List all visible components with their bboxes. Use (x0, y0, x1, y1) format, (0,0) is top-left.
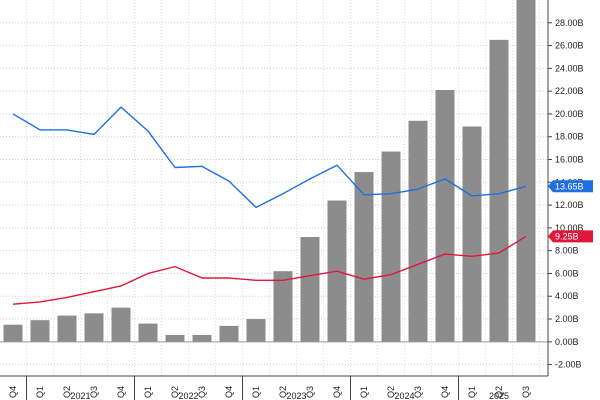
x-tick-label: Q1 (251, 386, 261, 398)
bar (165, 334, 185, 342)
year-label: 2024 (394, 391, 414, 400)
bar (138, 323, 158, 342)
badge-label: 9.25B (555, 231, 579, 241)
x-tick-label: Q4 (116, 386, 126, 398)
bar (111, 307, 131, 342)
y-tick-label: 22.00B (555, 86, 584, 96)
bar (354, 172, 374, 342)
badge-label: 13.65B (555, 181, 584, 191)
bar (408, 120, 428, 342)
axes (0, 0, 552, 400)
bar (84, 313, 104, 342)
bar (435, 90, 455, 342)
x-tick-label: Q1 (35, 386, 45, 398)
x-tick-label: Q1 (359, 386, 369, 398)
y-tick-label: 28.00B (555, 18, 584, 28)
y-tick-label: 8.00B (555, 246, 579, 256)
last-value-badges: 13.65B 9.25B (548, 180, 593, 243)
x-tick-label: Q2 (62, 386, 72, 398)
y-tick-label: 0.00B (555, 337, 579, 347)
y-tick-label: 18.00B (555, 132, 584, 142)
y-tick-label: 20.00B (555, 109, 584, 119)
x-tick-label: Q3 (89, 386, 99, 398)
last-value-badge: 13.65B (548, 180, 593, 193)
series-line-2 (12, 235, 527, 305)
x-tick-label: Q3 (197, 386, 207, 398)
y-tick-label: -2.00B (555, 360, 582, 370)
x-tick-label: Q2 (494, 386, 504, 398)
bar (462, 126, 482, 342)
bar (3, 324, 23, 342)
bar (516, 0, 536, 342)
bar-series (3, 0, 536, 342)
x-tick-label: Q4 (332, 386, 342, 398)
bar (57, 315, 77, 342)
x-tick-label: Q3 (413, 386, 423, 398)
bar (246, 319, 266, 342)
badge-shape (548, 230, 593, 243)
x-tick-label: Q1 (467, 386, 477, 398)
x-tick-label: Q2 (386, 386, 396, 398)
bar (381, 151, 401, 342)
x-tick-label: Q2 (170, 386, 180, 398)
year-label: 2021 (70, 391, 90, 400)
bar (192, 334, 212, 342)
y-tick-label: 4.00B (555, 291, 579, 301)
x-tick-label: Q2 (278, 386, 288, 398)
x-tick-label: Q3 (521, 386, 531, 398)
bar (300, 236, 320, 342)
y-tick-label: 16.00B (555, 155, 584, 165)
x-tick-label: Q4 (440, 386, 450, 398)
x-tick-label: Q1 (143, 386, 153, 398)
year-label: 2025 (489, 391, 509, 400)
line-series (12, 106, 527, 305)
series-line-1 (12, 106, 527, 209)
y-tick-label: 12.00B (555, 200, 584, 210)
x-tick-label: Q4 (8, 386, 18, 398)
y-tick-label: 24.00B (555, 63, 584, 73)
badge-shape (548, 180, 593, 193)
year-label: 2023 (286, 391, 306, 400)
year-label: 2022 (178, 391, 198, 400)
y-tick-label: 6.00B (555, 268, 579, 278)
bar (219, 325, 239, 342)
y-tick-label: 26.00B (555, 41, 584, 51)
bar (30, 320, 50, 342)
x-tick-label: Q3 (305, 386, 315, 398)
x-tick-label: Q4 (224, 386, 234, 398)
y-tick-label: 2.00B (555, 314, 579, 324)
bar (273, 271, 293, 342)
last-value-badge: 9.25B (548, 230, 593, 243)
y-tick-label: 10.00B (555, 223, 584, 233)
bar (489, 39, 509, 342)
